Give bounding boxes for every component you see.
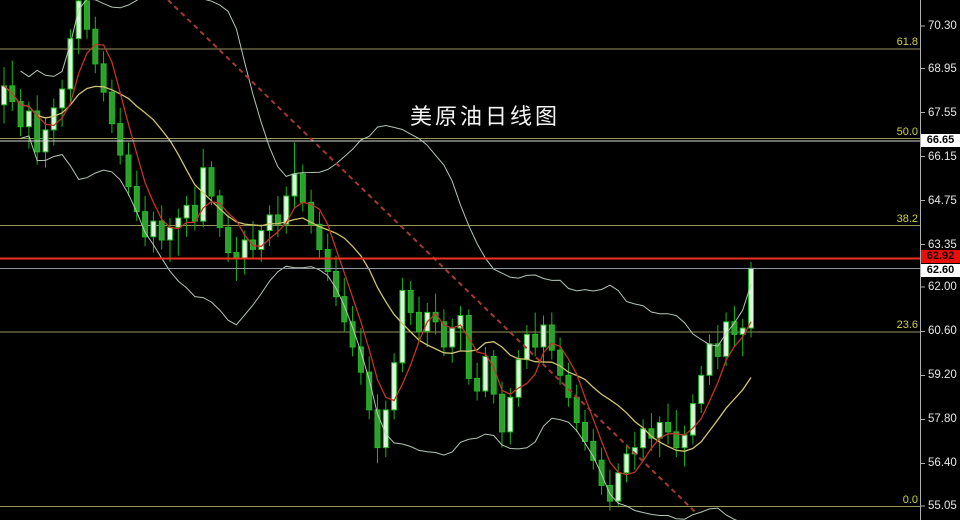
candle-body	[407, 289, 414, 313]
candle-body	[698, 374, 705, 405]
candle-body	[225, 226, 232, 254]
candle-body	[557, 349, 564, 376]
candle-body	[582, 422, 588, 442]
candle-body	[241, 239, 248, 260]
candle-body	[490, 355, 497, 395]
candle-body	[440, 321, 447, 348]
candle-body	[548, 324, 555, 351]
candle-body	[532, 333, 539, 348]
candle-body	[623, 453, 630, 474]
candle-body	[399, 289, 406, 364]
candle-body	[748, 267, 754, 329]
candle-body	[391, 362, 398, 411]
candle-body	[283, 195, 290, 225]
candle-body	[274, 214, 281, 225]
candle-body	[258, 230, 265, 251]
price-tag: 62.92	[921, 250, 960, 264]
candle-body	[573, 396, 580, 423]
ma-fast-line	[3, 43, 752, 476]
candle-body	[449, 327, 456, 348]
candle-body	[714, 343, 721, 357]
fib-lines	[0, 48, 920, 507]
candle-body	[465, 315, 472, 379]
candle-body	[142, 211, 149, 238]
candle-body	[158, 220, 165, 241]
candle-body	[665, 422, 671, 433]
candle-body	[565, 374, 572, 398]
candle-body	[416, 311, 422, 332]
candle-body	[216, 195, 223, 228]
candle-body	[100, 63, 107, 93]
candle-body	[150, 220, 157, 238]
candle-body	[167, 226, 173, 241]
candle-body	[84, 0, 90, 30]
candle-body	[25, 110, 32, 128]
candle-body	[706, 343, 713, 376]
candle-body	[67, 38, 74, 90]
candle-body	[125, 154, 132, 188]
candle-body	[349, 321, 356, 348]
candle-body	[316, 223, 323, 251]
trend-line	[167, 0, 696, 513]
candle-body	[598, 459, 605, 486]
candle-body	[50, 107, 57, 131]
candle-body	[499, 393, 505, 433]
candles-group	[1, 0, 754, 511]
bollinger-upper-line	[20, 0, 752, 347]
candle-body	[540, 324, 547, 348]
candle-body	[183, 204, 190, 219]
candle-body	[482, 355, 489, 392]
candle-body	[731, 321, 738, 335]
candle-body	[590, 440, 597, 461]
candle-body	[341, 296, 348, 323]
candle-body	[515, 359, 522, 398]
candle-body	[681, 434, 688, 449]
candle-body	[299, 173, 306, 203]
bollinger-lower-line	[20, 135, 738, 520]
candle-body	[640, 428, 647, 449]
candle-body	[117, 123, 124, 156]
candle-body	[615, 472, 622, 502]
candle-body	[457, 315, 464, 329]
candle-body	[308, 201, 315, 225]
price-tag: 66.65	[921, 134, 960, 148]
price-tag: 62.60	[921, 264, 960, 278]
candle-body	[208, 167, 215, 197]
candle-body	[507, 396, 514, 433]
candle-body	[366, 371, 373, 411]
candle-body	[673, 431, 680, 449]
candle-body	[34, 110, 41, 153]
candle-body	[108, 91, 115, 125]
candle-body	[1, 85, 7, 106]
candle-body	[266, 214, 273, 232]
candle-body	[374, 409, 381, 449]
candle-body	[59, 88, 66, 109]
candle-body	[291, 173, 298, 197]
candle-body	[656, 422, 663, 439]
candle-body	[324, 249, 331, 272]
candle-body	[175, 217, 182, 228]
candle-body	[17, 101, 24, 128]
candle-body	[474, 377, 481, 392]
ma-slow-line	[3, 85, 752, 452]
candle-body	[723, 321, 730, 357]
candle-body	[689, 403, 696, 436]
